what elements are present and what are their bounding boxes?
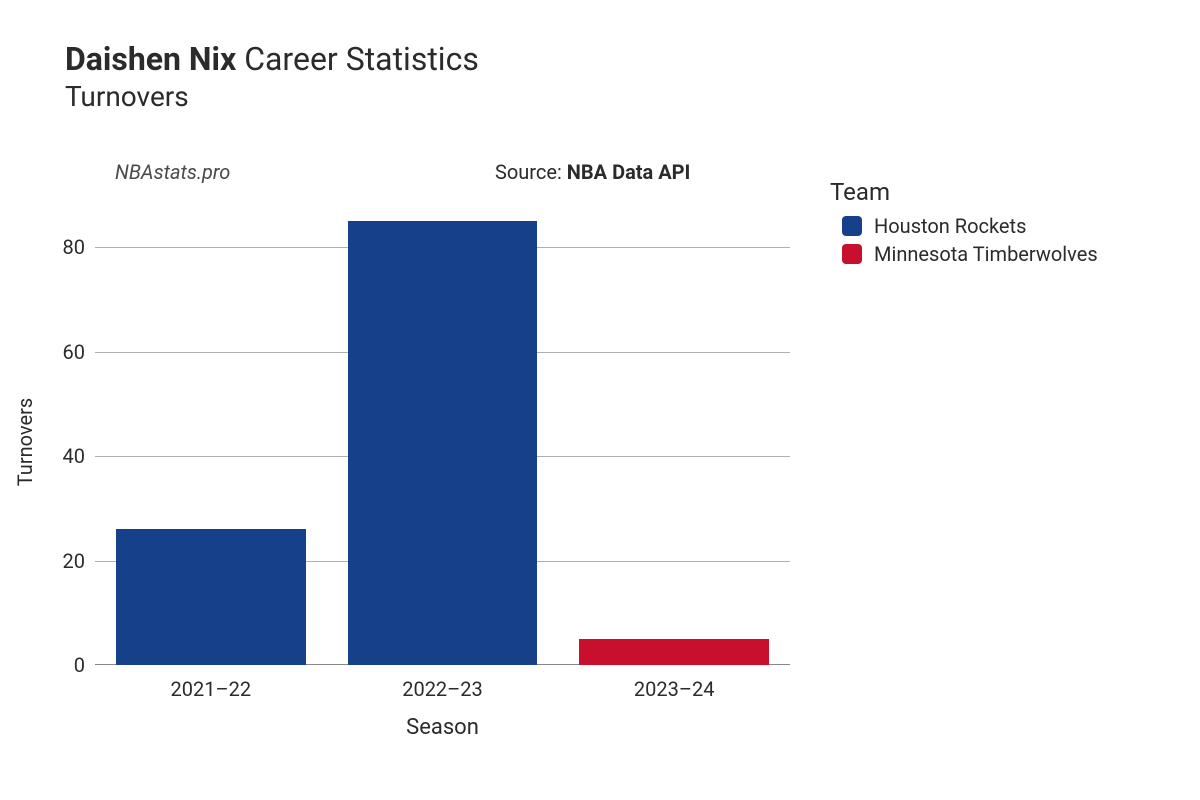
y-tick-label: 40: [55, 444, 85, 468]
y-tick-label: 0: [55, 653, 85, 677]
legend-title: Team: [830, 178, 1098, 206]
plot-area: [95, 195, 790, 665]
legend-item: Houston Rockets: [830, 214, 1098, 238]
legend-item: Minnesota Timberwolves: [830, 242, 1098, 266]
legend-swatch: [842, 244, 862, 264]
y-axis-title: Turnovers: [13, 398, 37, 486]
chart-container: Daishen Nix Career Statistics Turnovers …: [0, 0, 1200, 800]
x-axis-title: Season: [406, 715, 479, 740]
title-block: Daishen Nix Career Statistics Turnovers: [65, 40, 479, 113]
x-tick-label: 2023–24: [634, 677, 715, 701]
legend-label: Houston Rockets: [874, 214, 1026, 238]
chart-title: Daishen Nix Career Statistics: [65, 40, 479, 78]
y-tick-label: 80: [55, 235, 85, 259]
legend-swatch: [842, 216, 862, 236]
legend: Team Houston Rockets Minnesota Timberwolv…: [830, 178, 1098, 270]
x-tick-label: 2022–23: [402, 677, 483, 701]
bar: [348, 221, 538, 665]
y-tick-label: 60: [55, 340, 85, 364]
source-label: Source: NBA Data API: [495, 160, 690, 184]
x-tick-label: 2021–22: [171, 677, 252, 701]
source-name: NBA Data API: [567, 160, 691, 184]
bar: [579, 639, 769, 665]
legend-label: Minnesota Timberwolves: [874, 242, 1098, 266]
bar: [116, 529, 306, 665]
source-prefix: Source:: [495, 160, 567, 184]
watermark: NBAstats.pro: [115, 160, 230, 184]
y-tick-label: 20: [55, 549, 85, 573]
title-suffix: Career Statistics: [244, 40, 479, 78]
chart-subtitle: Turnovers: [65, 80, 479, 113]
player-name: Daishen Nix: [65, 40, 236, 78]
